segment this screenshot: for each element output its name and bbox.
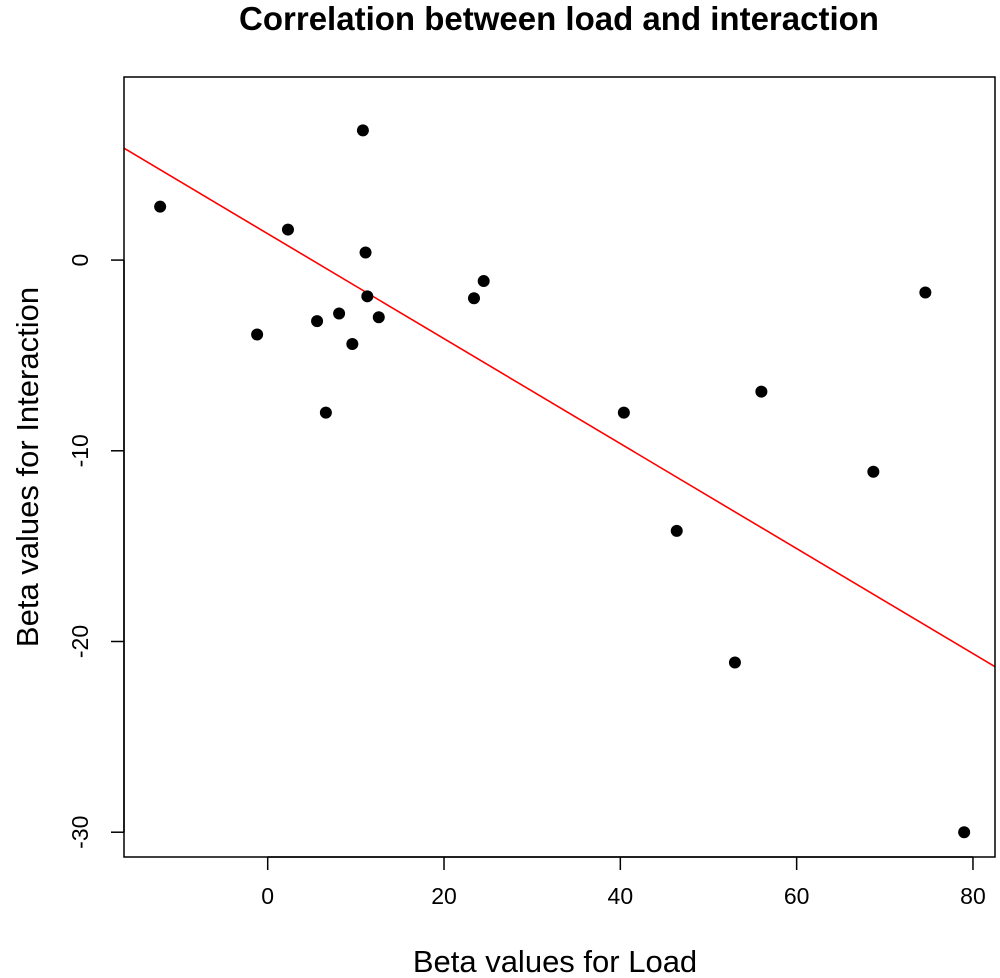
- y-tick-label: -10: [67, 434, 93, 467]
- data-point: [477, 275, 490, 288]
- data-point: [867, 465, 880, 478]
- data-point: [919, 286, 932, 299]
- x-axis: 0 20 40 60 80: [261, 856, 986, 909]
- data-point: [333, 307, 346, 320]
- regression-line: [124, 147, 995, 668]
- y-axis-label: Beta values for Interaction: [10, 287, 45, 647]
- x-tick-label: 40: [608, 883, 634, 909]
- data-point: [311, 315, 324, 328]
- data-point: [670, 524, 683, 537]
- x-tick-label: 60: [784, 883, 810, 909]
- data-point: [281, 223, 294, 236]
- data-point: [755, 385, 768, 398]
- data-point: [346, 337, 359, 350]
- data-point: [728, 656, 741, 669]
- y-tick-label: -30: [67, 816, 93, 849]
- plot-area: [124, 124, 995, 839]
- x-axis-label: Beta values for Load: [413, 944, 697, 978]
- data-point: [319, 406, 332, 419]
- data-point: [154, 200, 167, 213]
- data-point: [251, 328, 264, 341]
- y-axis: 0 -10 -20 -30: [67, 254, 125, 849]
- data-point: [372, 311, 385, 324]
- data-point: [617, 406, 630, 419]
- y-tick-label: 0: [67, 254, 93, 267]
- data-point: [467, 292, 480, 305]
- data-point: [359, 246, 372, 259]
- data-point: [361, 290, 374, 303]
- plot-frame: [123, 76, 996, 858]
- chart-title: Correlation between load and interaction: [239, 0, 879, 37]
- data-point: [958, 826, 971, 839]
- x-tick-label: 80: [960, 883, 986, 909]
- data-point: [356, 124, 369, 137]
- x-tick-label: 20: [431, 883, 457, 909]
- y-tick-label: -20: [67, 625, 93, 658]
- x-tick-label: 0: [261, 883, 274, 909]
